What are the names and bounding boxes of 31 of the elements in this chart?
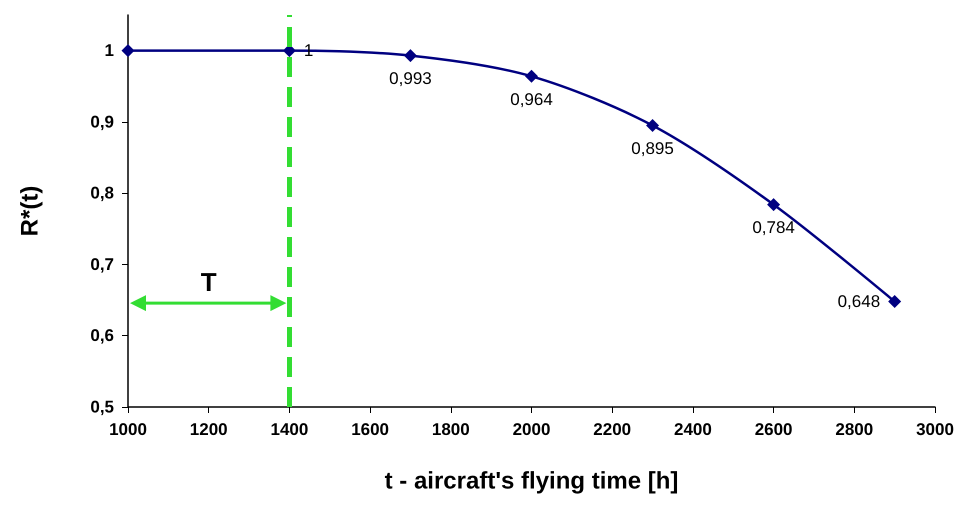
data-label: 0,993 [389, 69, 432, 88]
point [646, 118, 660, 132]
x-tick-label: 2200 [593, 420, 632, 439]
x-tick-label: 2000 [512, 420, 550, 439]
data-label: 0,784 [752, 218, 795, 238]
point [888, 295, 902, 308]
y-tick-label: 0,7 [90, 254, 114, 274]
y-axis-title: R*(t) [16, 186, 44, 236]
x-tick-label: 1200 [190, 420, 228, 439]
point [404, 49, 417, 62]
y-tick-label: 0,5 [90, 398, 114, 416]
point [525, 70, 538, 83]
data-label: 0,648 [838, 292, 880, 312]
x-tick-label: 2600 [754, 420, 793, 439]
y-tick-label: 0,6 [90, 326, 114, 346]
data-label: 0,895 [631, 138, 674, 158]
y-tick-label: 0,9 [90, 112, 114, 132]
x-tick-label: 1400 [270, 420, 308, 439]
x-tick-label: 3000 [916, 420, 954, 439]
x-tick-label: 1000 [109, 420, 147, 439]
point [767, 198, 780, 212]
point [122, 44, 134, 58]
y-tick-label: 1 [104, 41, 114, 60]
x-tick-label: 1600 [351, 420, 390, 439]
x-tick-label: 2400 [674, 420, 712, 439]
x-axis-title: t - aircraft's flying time [h] [384, 468, 678, 494]
y-tick-label: 0,8 [90, 184, 114, 203]
x-tick-label: 1800 [432, 420, 470, 439]
data-label: 0,964 [510, 90, 553, 109]
annotation: T [200, 267, 217, 298]
x-tick-label: 2800 [835, 420, 874, 439]
